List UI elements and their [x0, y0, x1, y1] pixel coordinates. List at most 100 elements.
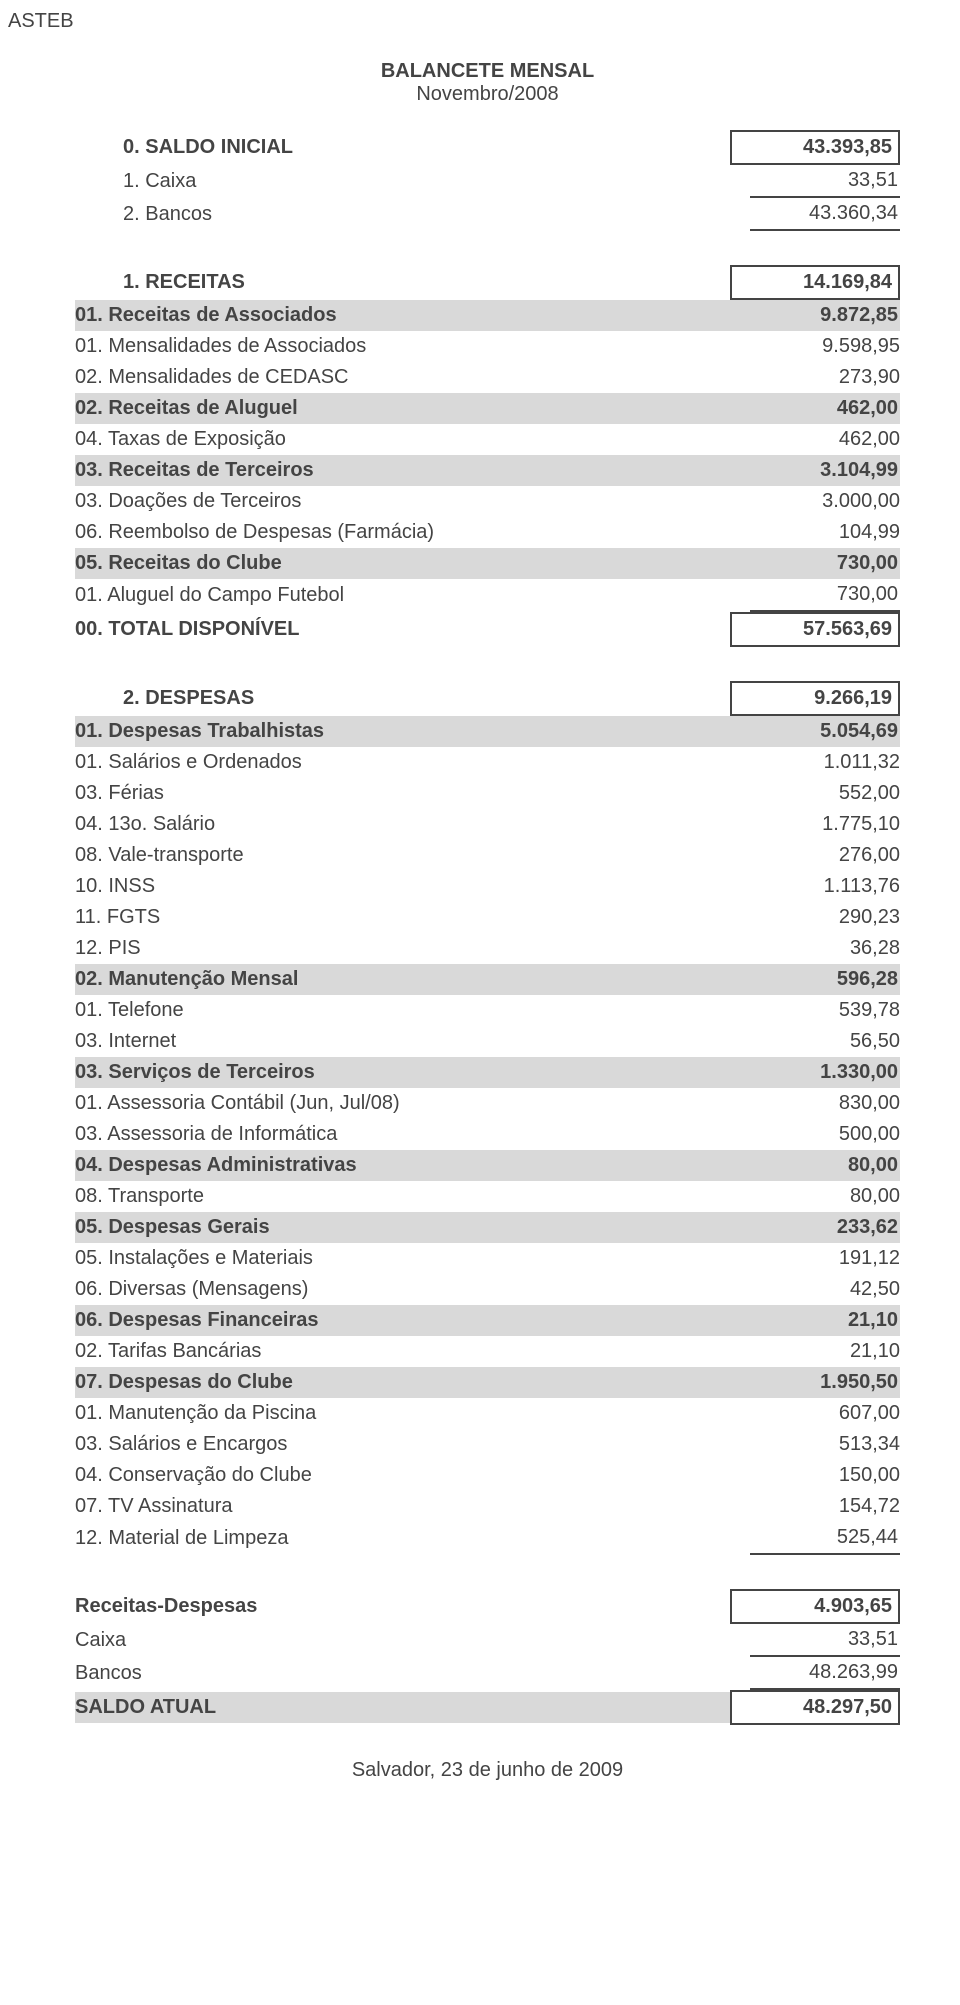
line-value: 596,28 — [750, 964, 900, 995]
line-item: 1. RECEITAS14.169,84 — [75, 265, 900, 300]
line-item: 2. Bancos43.360,34 — [75, 198, 900, 231]
line-value: 150,00 — [750, 1460, 900, 1491]
line-value: 1.330,00 — [750, 1057, 900, 1088]
line-item: 01. Salários e Ordenados1.011,32 — [75, 747, 900, 778]
line-item: 08. Transporte80,00 — [75, 1181, 900, 1212]
line-value: 233,62 — [750, 1212, 900, 1243]
line-label: 01. Assessoria Contábil (Jun, Jul/08) — [75, 1088, 750, 1119]
line-label: 01. Aluguel do Campo Futebol — [75, 580, 750, 611]
line-label: 02. Manutenção Mensal — [75, 964, 750, 995]
line-label: 10. INSS — [75, 871, 750, 902]
line-label: 01. Telefone — [75, 995, 750, 1026]
line-label: 08. Transporte — [75, 1181, 750, 1212]
line-label: 02. Tarifas Bancárias — [75, 1336, 750, 1367]
line-value: 513,34 — [750, 1429, 900, 1460]
line-value: 4.903,65 — [730, 1589, 900, 1624]
line-item: 12. Material de Limpeza525,44 — [75, 1522, 900, 1555]
line-value: 1.011,32 — [750, 747, 900, 778]
line-label: 1. RECEITAS — [123, 267, 730, 298]
line-label: 06. Reembolso de Despesas (Farmácia) — [75, 517, 750, 548]
line-item: 03. Internet56,50 — [75, 1026, 900, 1057]
line-label: 03. Salários e Encargos — [75, 1429, 750, 1460]
document-footer: Salvador, 23 de junho de 2009 — [75, 1759, 900, 1782]
line-item: 12. PIS36,28 — [75, 933, 900, 964]
line-item: 06. Reembolso de Despesas (Farmácia)104,… — [75, 517, 900, 548]
line-item: 05. Instalações e Materiais191,12 — [75, 1243, 900, 1274]
line-value: 462,00 — [750, 393, 900, 424]
line-item: 06. Diversas (Mensagens)42,50 — [75, 1274, 900, 1305]
line-label: 03. Receitas de Terceiros — [75, 455, 750, 486]
line-value: 48.263,99 — [750, 1657, 900, 1690]
line-value: 3.000,00 — [750, 486, 900, 517]
line-value: 500,00 — [750, 1119, 900, 1150]
line-item: 01. Despesas Trabalhistas5.054,69 — [75, 716, 900, 747]
line-label: 12. PIS — [75, 933, 750, 964]
report-section: Receitas-Despesas4.903,65Caixa33,51Banco… — [75, 1589, 900, 1725]
line-value: 191,12 — [750, 1243, 900, 1274]
line-item: 03. Assessoria de Informática500,00 — [75, 1119, 900, 1150]
line-item: 08. Vale-transporte276,00 — [75, 840, 900, 871]
line-label: 03. Internet — [75, 1026, 750, 1057]
line-item: 00. TOTAL DISPONÍVEL57.563,69 — [75, 612, 900, 647]
line-label: 08. Vale-transporte — [75, 840, 750, 871]
line-label: 04. Taxas de Exposição — [75, 424, 750, 455]
line-value: 42,50 — [750, 1274, 900, 1305]
line-item: 01. Assessoria Contábil (Jun, Jul/08)830… — [75, 1088, 900, 1119]
line-item: 04. 13o. Salário1.775,10 — [75, 809, 900, 840]
line-label: 00. TOTAL DISPONÍVEL — [75, 614, 730, 645]
line-label: 01. Despesas Trabalhistas — [75, 716, 750, 747]
report-body: 0. SALDO INICIAL43.393,851. Caixa33,512.… — [75, 130, 900, 1725]
line-item: 05. Despesas Gerais233,62 — [75, 1212, 900, 1243]
line-item: 1. Caixa33,51 — [75, 165, 900, 198]
line-value: 104,99 — [750, 517, 900, 548]
line-item: 04. Despesas Administrativas80,00 — [75, 1150, 900, 1181]
line-item: 07. TV Assinatura154,72 — [75, 1491, 900, 1522]
line-item: 04. Conservação do Clube150,00 — [75, 1460, 900, 1491]
line-label: Caixa — [75, 1625, 750, 1656]
line-value: 462,00 — [750, 424, 900, 455]
document-title: BALANCETE MENSAL — [75, 60, 900, 83]
line-item: 03. Doações de Terceiros3.000,00 — [75, 486, 900, 517]
line-value: 607,00 — [750, 1398, 900, 1429]
line-value: 9.598,95 — [750, 331, 900, 362]
line-value: 21,10 — [750, 1336, 900, 1367]
line-value: 276,00 — [750, 840, 900, 871]
line-label: 03. Doações de Terceiros — [75, 486, 750, 517]
line-item: SALDO ATUAL48.297,50 — [75, 1690, 900, 1725]
line-value: 56,50 — [750, 1026, 900, 1057]
line-item: 01. Receitas de Associados9.872,85 — [75, 300, 900, 331]
line-label: 1. Caixa — [123, 166, 750, 197]
line-label: 11. FGTS — [75, 902, 750, 933]
line-label: 06. Despesas Financeiras — [75, 1305, 750, 1336]
line-label: 05. Instalações e Materiais — [75, 1243, 750, 1274]
line-label: 01. Manutenção da Piscina — [75, 1398, 750, 1429]
line-value: 80,00 — [750, 1150, 900, 1181]
line-item: 01. Aluguel do Campo Futebol730,00 — [75, 579, 900, 612]
line-item: 03. Férias552,00 — [75, 778, 900, 809]
line-value: 273,90 — [750, 362, 900, 393]
line-label: Receitas-Despesas — [75, 1591, 730, 1622]
line-label: 01. Receitas de Associados — [75, 300, 750, 331]
line-label: 05. Receitas do Clube — [75, 548, 750, 579]
line-label: 12. Material de Limpeza — [75, 1523, 750, 1554]
line-value: 1.950,50 — [750, 1367, 900, 1398]
line-label: 02. Receitas de Aluguel — [75, 393, 750, 424]
line-label: 2. DESPESAS — [123, 683, 730, 714]
line-value: 43.360,34 — [750, 198, 900, 231]
line-label: 04. Despesas Administrativas — [75, 1150, 750, 1181]
line-value: 525,44 — [750, 1522, 900, 1555]
line-item: 06. Despesas Financeiras21,10 — [75, 1305, 900, 1336]
line-item: 01. Mensalidades de Associados9.598,95 — [75, 331, 900, 362]
line-value: 830,00 — [750, 1088, 900, 1119]
line-value: 9.266,19 — [730, 681, 900, 716]
line-item: Caixa33,51 — [75, 1624, 900, 1657]
line-item: Bancos48.263,99 — [75, 1657, 900, 1690]
line-value: 290,23 — [750, 902, 900, 933]
line-item: 10. INSS1.113,76 — [75, 871, 900, 902]
line-item: 04. Taxas de Exposição462,00 — [75, 424, 900, 455]
line-label: 03. Serviços de Terceiros — [75, 1057, 750, 1088]
line-value: 33,51 — [750, 1624, 900, 1657]
line-value: 154,72 — [750, 1491, 900, 1522]
line-item: 05. Receitas do Clube730,00 — [75, 548, 900, 579]
line-item: 2. DESPESAS9.266,19 — [75, 681, 900, 716]
